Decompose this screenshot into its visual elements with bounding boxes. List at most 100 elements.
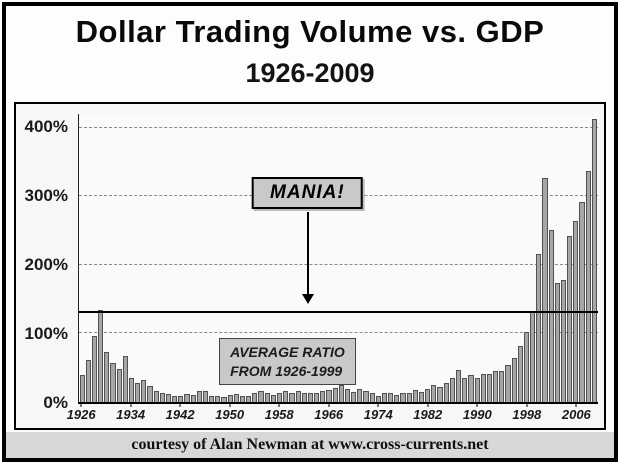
- x-axis-label: 1926: [66, 407, 96, 422]
- y-axis: 0% 100% 200% 300% 400%: [16, 114, 74, 412]
- bar: [591, 118, 597, 402]
- bar: [425, 388, 431, 402]
- bar: [116, 368, 122, 402]
- bar: [431, 384, 437, 402]
- bar: [246, 396, 252, 402]
- chart-title: Dollar Trading Volume vs. GDP: [75, 14, 545, 49]
- y-axis-label: 300%: [24, 185, 68, 205]
- bar: [172, 395, 178, 402]
- x-axis-label: 1998: [512, 407, 542, 422]
- x-axis-tick: [80, 403, 82, 407]
- bar: [252, 393, 258, 402]
- bar: [394, 394, 400, 402]
- gridline: [79, 126, 598, 128]
- y-axis-label: 100%: [24, 323, 68, 343]
- y-axis-label: 0%: [43, 393, 68, 412]
- bar: [233, 394, 239, 402]
- bar: [505, 364, 511, 402]
- bar: [314, 392, 320, 402]
- x-axis-tick: [179, 403, 181, 407]
- bar: [178, 396, 184, 402]
- x-axis-tick: [278, 403, 280, 407]
- mania-annotation-box: MANIA!: [252, 177, 363, 210]
- bar: [295, 390, 301, 402]
- bar: [486, 374, 493, 402]
- x-axis-label: 2006: [561, 407, 591, 422]
- bars-container: [79, 114, 598, 402]
- bar: [480, 374, 486, 402]
- bar: [153, 390, 159, 402]
- bar: [320, 391, 326, 402]
- bar: [128, 378, 135, 402]
- x-axis-label: 1990: [462, 407, 492, 422]
- x-axis-tick: [575, 403, 577, 407]
- bar: [301, 393, 307, 402]
- bar: [159, 392, 165, 402]
- x-axis-tick: [328, 403, 330, 407]
- bar: [165, 394, 172, 402]
- bar: [141, 379, 147, 402]
- bar: [548, 229, 554, 402]
- bar: [104, 351, 110, 402]
- x-axis-label: 1982: [413, 407, 443, 422]
- bar: [122, 356, 128, 402]
- chart-subtitle: 1926-2009: [245, 58, 375, 88]
- x-axis-tick: [130, 403, 132, 407]
- bar: [406, 392, 412, 402]
- bar: [468, 374, 474, 402]
- bar: [523, 332, 530, 402]
- bar: [560, 279, 567, 402]
- bar: [110, 363, 116, 402]
- average-ratio-label-line1: AVERAGE RATIO: [230, 344, 345, 361]
- bar: [79, 374, 85, 402]
- bar: [437, 387, 443, 402]
- bar: [369, 393, 375, 402]
- bar: [227, 394, 233, 402]
- bar: [270, 394, 276, 402]
- chart-frame: 0% 100% 200% 300% 400% MANIA! AVERAGE RATIO …: [14, 102, 606, 430]
- bar: [209, 395, 215, 402]
- x-axis-tick: [526, 403, 528, 407]
- gridline: [79, 332, 598, 334]
- bar: [239, 395, 246, 402]
- bar: [443, 383, 449, 402]
- bar: [344, 388, 351, 402]
- y-axis-label: 200%: [24, 254, 68, 274]
- bar: [567, 236, 573, 402]
- bar: [418, 392, 425, 402]
- mania-arrow-down: [302, 211, 315, 304]
- bar: [264, 392, 270, 402]
- bar: [326, 390, 332, 402]
- x-axis-tick: [377, 403, 379, 407]
- plot-area: MANIA! AVERAGE RATIO FROM 1926-1999: [78, 114, 598, 404]
- bar: [400, 393, 406, 402]
- bar: [98, 309, 104, 402]
- bar: [517, 346, 523, 402]
- x-axis-label: 1958: [264, 407, 294, 422]
- bar: [511, 357, 517, 402]
- mania-label: MANIA!: [270, 182, 345, 204]
- bar: [412, 390, 418, 402]
- average-line: [79, 310, 598, 313]
- x-axis-tick: [427, 403, 429, 407]
- bar: [351, 392, 357, 402]
- bar: [381, 393, 388, 402]
- bar: [375, 395, 381, 402]
- x-axis-tick: [229, 403, 231, 407]
- bar: [135, 382, 141, 402]
- average-ratio-label-box: AVERAGE RATIO FROM 1926-1999: [219, 338, 356, 385]
- x-axis-label: 1974: [363, 407, 393, 422]
- bar: [493, 370, 499, 402]
- bar: [283, 391, 289, 402]
- bar: [202, 391, 209, 402]
- bar: [449, 378, 455, 402]
- x-axis-label: 1942: [165, 407, 195, 422]
- x-axis-label: 1950: [215, 407, 245, 422]
- x-axis-label: 1934: [116, 407, 146, 422]
- bar: [363, 390, 369, 402]
- average-ratio-label-line2: FROM 1926-1999: [230, 362, 343, 379]
- bar: [184, 394, 190, 402]
- bar: [147, 385, 153, 402]
- bar: [474, 377, 480, 402]
